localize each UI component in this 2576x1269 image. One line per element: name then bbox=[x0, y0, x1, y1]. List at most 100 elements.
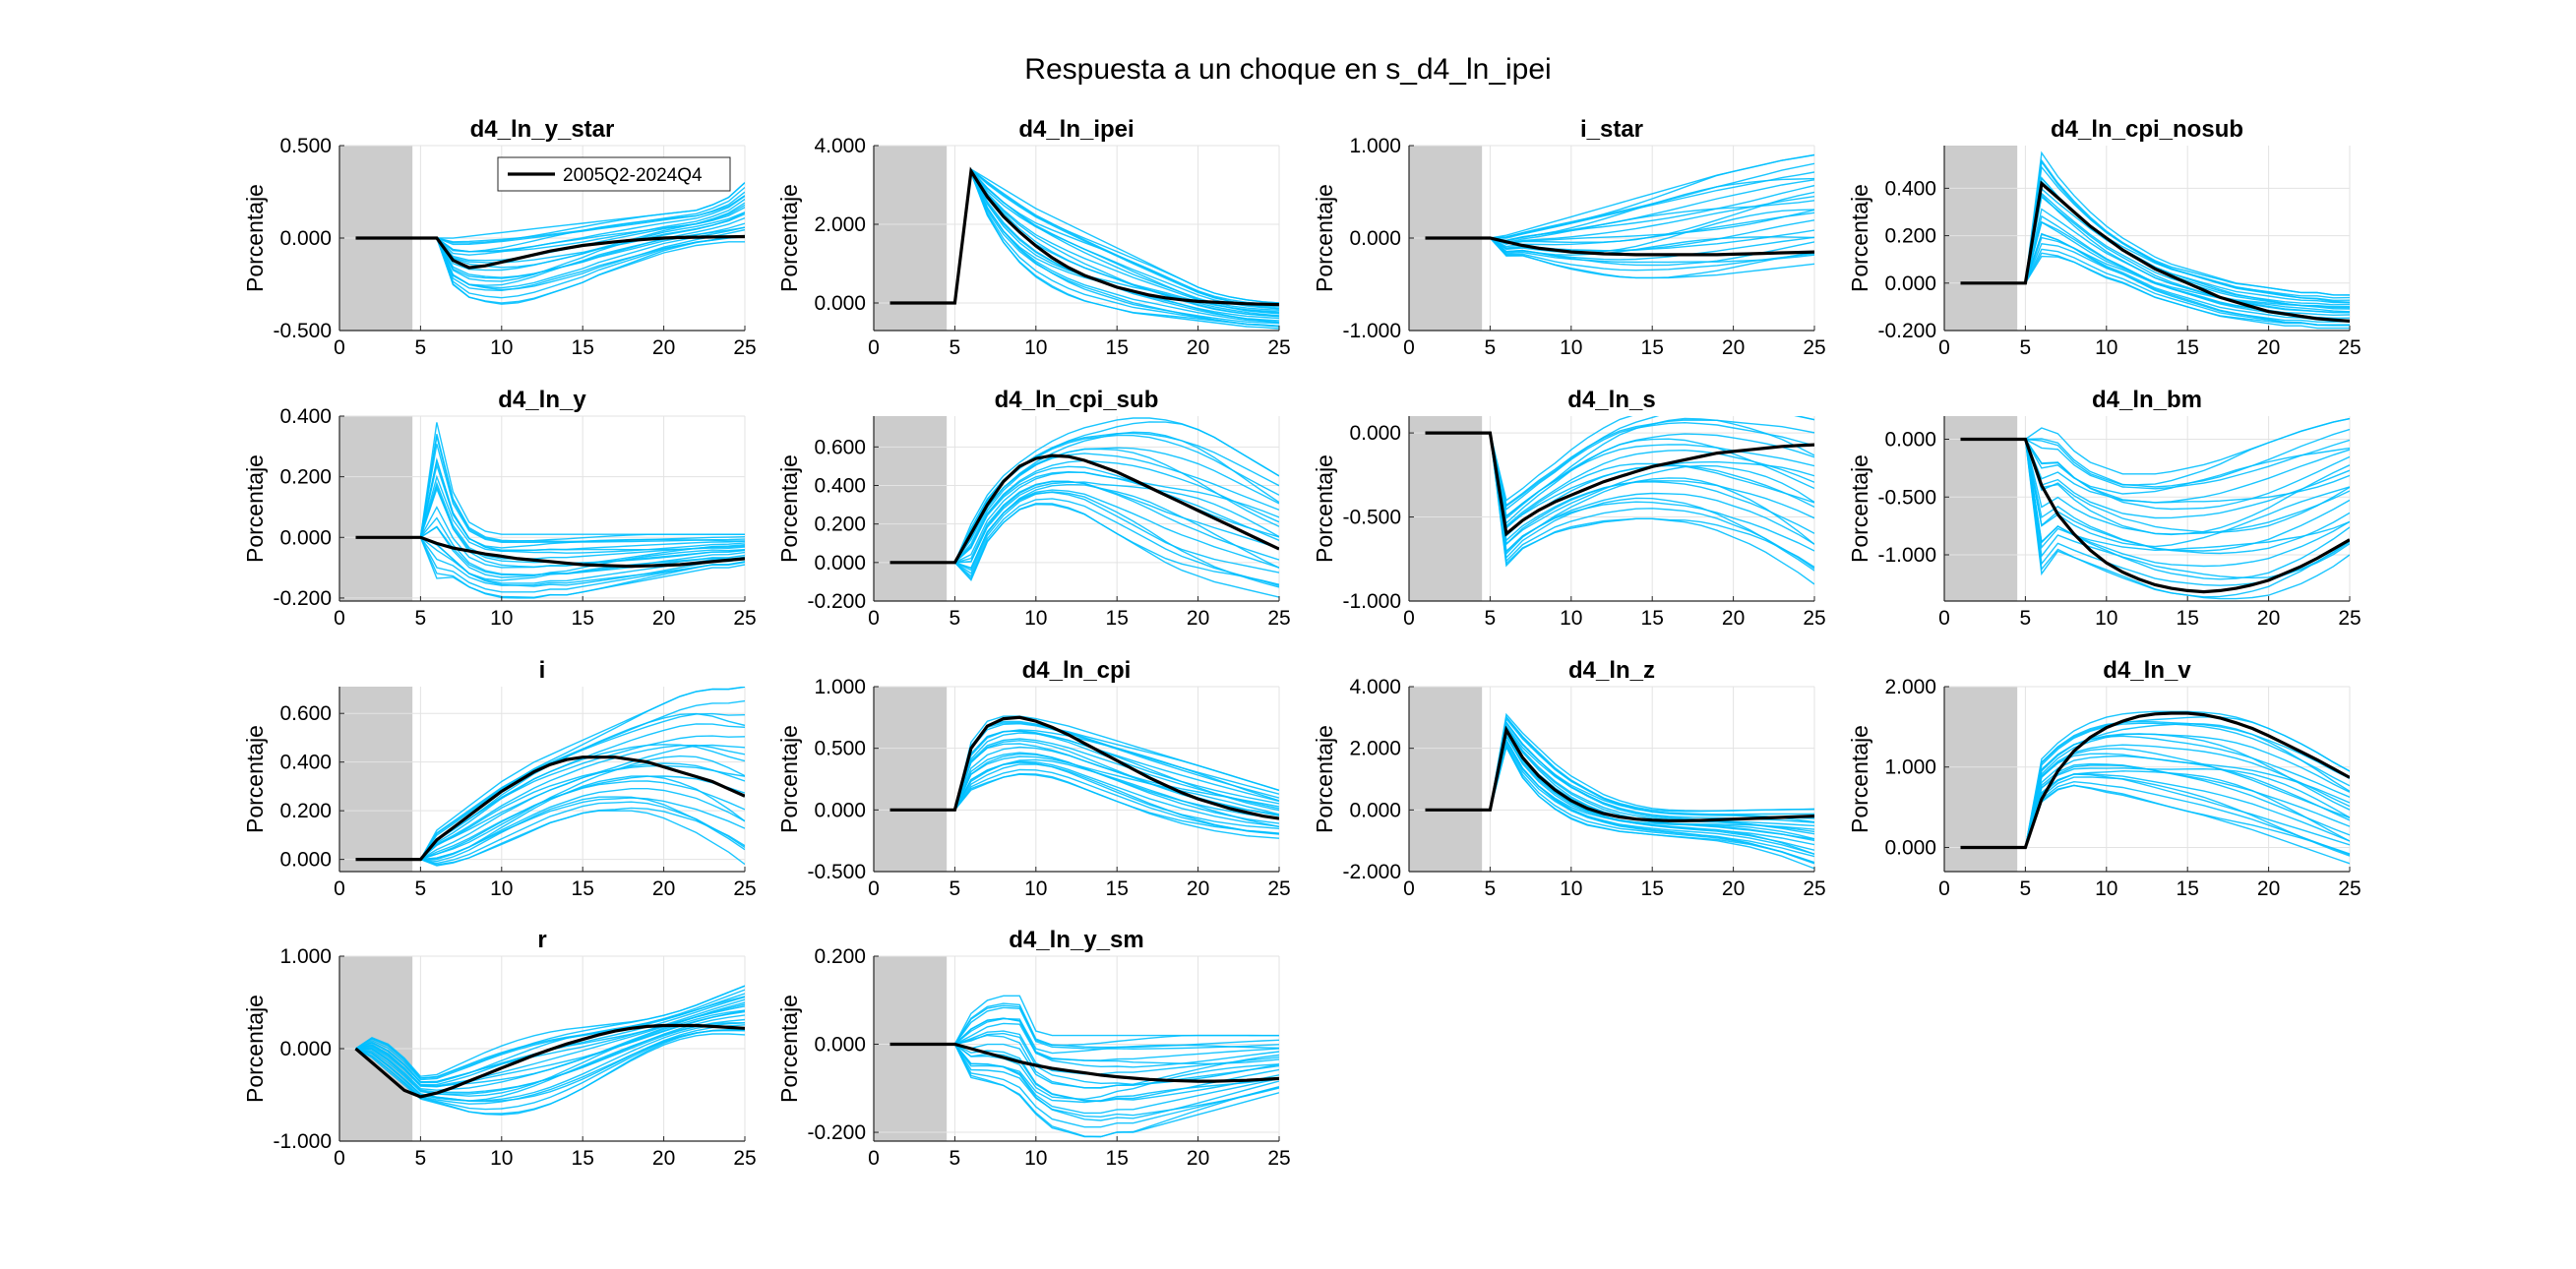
subplot-title: d4_ln_cpi bbox=[1022, 657, 1132, 684]
y-tick-label: 0.600 bbox=[279, 702, 332, 725]
x-tick-label: 5 bbox=[415, 1147, 427, 1170]
y-tick-label: 0.000 bbox=[279, 526, 332, 549]
y-axis-label: Porcentaje bbox=[776, 995, 802, 1103]
y-tick-label: 0.200 bbox=[1884, 225, 1936, 248]
series-area bbox=[1425, 153, 1814, 279]
shaded-region bbox=[1944, 687, 2018, 872]
x-tick-label: 5 bbox=[2020, 336, 2032, 359]
y-axis-label: Porcentaje bbox=[776, 184, 802, 292]
x-tick-label: 20 bbox=[1187, 877, 1209, 900]
subplot-d4_ln_ipei: 0 5 10 15 20 25 0.000 2.000 4.000 d4_ln_ipei Porce… bbox=[776, 116, 1291, 359]
x-tick-label: 5 bbox=[2020, 607, 2032, 630]
subplot-d4_ln_s: 0 5 10 15 20 25 -1.000 -0.500 0.000 d4_ln_s Porcen… bbox=[1312, 387, 1826, 630]
x-tick-label: 0 bbox=[868, 607, 880, 630]
x-tick-label: 10 bbox=[1024, 877, 1047, 900]
series-area bbox=[1960, 710, 2350, 865]
y-tick-label: 1.000 bbox=[279, 945, 332, 968]
y-tick-label: 0.400 bbox=[814, 475, 866, 498]
shaded-region bbox=[874, 687, 948, 872]
x-tick-label: 0 bbox=[1403, 336, 1415, 359]
series-area bbox=[1425, 712, 1814, 870]
x-tick-label: 5 bbox=[1485, 607, 1497, 630]
x-tick-label: 10 bbox=[1560, 877, 1582, 900]
subplot-title: d4_ln_v bbox=[2103, 657, 2191, 684]
y-tick-label: -0.200 bbox=[273, 587, 332, 610]
median-line bbox=[1425, 236, 1814, 257]
simulation-line bbox=[355, 985, 745, 1077]
x-tick-label: 15 bbox=[1106, 1147, 1129, 1170]
median-line bbox=[1425, 725, 1814, 822]
simulation-line bbox=[355, 993, 745, 1081]
x-tick-label: 0 bbox=[868, 1147, 880, 1170]
x-tick-label: 25 bbox=[1267, 1147, 1290, 1170]
y-axis-label: Porcentaje bbox=[242, 725, 268, 833]
y-tick-label: 0.000 bbox=[814, 552, 866, 574]
x-tick-label: 5 bbox=[415, 607, 427, 630]
median-line bbox=[354, 1023, 745, 1099]
x-tick-label: 20 bbox=[1187, 607, 1209, 630]
subplot-title: i bbox=[539, 657, 546, 684]
y-axis-label: Porcentaje bbox=[1312, 454, 1337, 563]
x-tick-label: 25 bbox=[1803, 877, 1825, 900]
y-tick-label: -0.500 bbox=[807, 861, 866, 883]
x-tick-label: 10 bbox=[1560, 607, 1582, 630]
x-tick-label: 15 bbox=[1641, 607, 1664, 630]
subplot-title: d4_ln_y_star bbox=[470, 116, 615, 143]
x-tick-label: 20 bbox=[2257, 336, 2280, 359]
y-tick-label: 0.000 bbox=[1884, 429, 1936, 452]
subplot-d4_ln_z: 0 5 10 15 20 25 -2.000 0.000 2.000 4.000 d4_ln_z Po… bbox=[1312, 657, 1826, 900]
series-area bbox=[889, 995, 1279, 1138]
x-tick-label: 15 bbox=[572, 877, 594, 900]
y-tick-label: -1.000 bbox=[1342, 590, 1401, 613]
x-tick-label: 5 bbox=[2020, 877, 2032, 900]
x-tick-label: 10 bbox=[2095, 877, 2117, 900]
y-tick-label: 0.000 bbox=[279, 227, 332, 250]
x-tick-label: 15 bbox=[572, 607, 594, 630]
median-line bbox=[355, 535, 745, 569]
subplot-grid: 0 5 10 15 20 25 -0.500 0.000 0.500 d4_ln_y_star Po… bbox=[242, 116, 2361, 1170]
x-tick-label: 25 bbox=[1267, 336, 1290, 359]
x-tick-label: 25 bbox=[733, 877, 756, 900]
simulation-line bbox=[355, 1014, 745, 1094]
x-tick-label: 15 bbox=[1106, 877, 1129, 900]
series-area bbox=[355, 687, 745, 867]
y-tick-label: -2.000 bbox=[1342, 861, 1401, 883]
subplot-title: d4_ln_s bbox=[1567, 387, 1655, 413]
x-tick-label: 25 bbox=[1803, 336, 1825, 359]
series-area bbox=[355, 422, 745, 599]
y-tick-label: 2.000 bbox=[1884, 676, 1936, 698]
x-tick-label: 25 bbox=[1803, 607, 1825, 630]
x-tick-label: 15 bbox=[572, 336, 594, 359]
y-tick-label: 0.000 bbox=[1884, 272, 1936, 295]
shaded-region bbox=[1409, 416, 1483, 601]
subplot-d4_ln_y: 0 5 10 15 20 25 -0.200 0.000 0.200 0.400 d4_ln_y Po… bbox=[242, 387, 757, 630]
x-tick-label: 5 bbox=[950, 1147, 961, 1170]
median-line bbox=[889, 453, 1279, 565]
x-tick-label: 15 bbox=[1106, 607, 1129, 630]
y-tick-label: 1.000 bbox=[1884, 756, 1936, 779]
x-tick-label: 10 bbox=[1024, 607, 1047, 630]
subplot-r: 0 5 10 15 20 25 -1.000 0.000 1.000 r Porcentaje bbox=[242, 927, 757, 1170]
subplot-title: d4_ln_cpi_sub bbox=[995, 387, 1159, 413]
y-axis-label: Porcentaje bbox=[776, 454, 802, 563]
subplot-title: d4_ln_ipei bbox=[1018, 116, 1134, 143]
x-tick-label: 15 bbox=[572, 1147, 594, 1170]
x-tick-label: 10 bbox=[490, 1147, 513, 1170]
x-tick-label: 15 bbox=[1641, 877, 1664, 900]
x-tick-label: 25 bbox=[1267, 607, 1290, 630]
y-axis-label: Porcentaje bbox=[242, 184, 268, 292]
x-tick-label: 25 bbox=[733, 1147, 756, 1170]
x-tick-label: 5 bbox=[950, 336, 961, 359]
subplot-i_star: 0 5 10 15 20 25 -1.000 0.000 1.000 i_star Porcenta… bbox=[1312, 116, 1826, 359]
y-tick-label: 1.000 bbox=[814, 676, 866, 698]
x-tick-label: 10 bbox=[490, 877, 513, 900]
y-tick-label: -0.200 bbox=[1877, 320, 1936, 342]
subplot-title: d4_ln_bm bbox=[2092, 387, 2202, 413]
y-tick-label: 0.600 bbox=[814, 436, 866, 458]
x-tick-label: 15 bbox=[2177, 336, 2199, 359]
subplot-d4_ln_cpi_sub: 0 5 10 15 20 25 -0.200 0.000 0.200 0.400 0.600 d4_l… bbox=[776, 387, 1291, 630]
x-tick-label: 0 bbox=[334, 607, 345, 630]
x-tick-label: 25 bbox=[733, 336, 756, 359]
y-tick-label: -1.000 bbox=[1877, 544, 1936, 567]
y-tick-label: 0.000 bbox=[1349, 422, 1401, 445]
